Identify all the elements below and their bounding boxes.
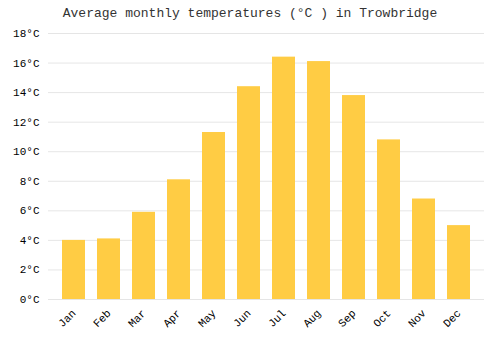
svg-text:0°C: 0°C [20,294,40,306]
svg-text:14°C: 14°C [13,87,40,99]
svg-text:6°C: 6°C [20,205,40,217]
svg-text:8°C: 8°C [20,176,40,188]
svg-text:Dec: Dec [441,307,463,329]
svg-text:May: May [196,307,219,330]
svg-text:Sep: Sep [336,307,358,329]
svg-text:Aug: Aug [301,307,323,329]
html-text:Average monthly temperatures (: Average monthly temperatures (°C ) in Tr… [62,6,438,21]
svg-text:4°C: 4°C [20,235,40,247]
svg-text:Jan: Jan [56,307,78,329]
svg-text:Oct: Oct [371,307,393,329]
svg-text:18°C: 18°C [13,28,40,40]
svg-text:Nov: Nov [406,307,429,330]
svg-text:16°C: 16°C [13,58,40,70]
svg-text:Jul: Jul [266,307,288,329]
svg-text:10°C: 10°C [13,146,40,158]
svg-text:Jun: Jun [231,307,253,329]
svg-text:Apr: Apr [161,307,183,329]
svg-text:Feb: Feb [91,307,113,329]
svg-text:12°C: 12°C [13,117,40,129]
svg-text:2°C: 2°C [20,264,40,276]
svg-text:Mar: Mar [126,307,148,329]
